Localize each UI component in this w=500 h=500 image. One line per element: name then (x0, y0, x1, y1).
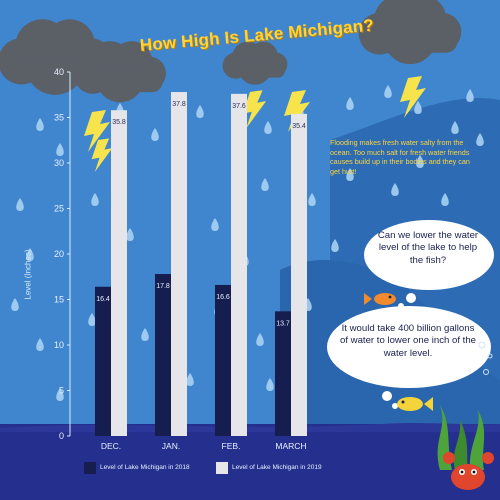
raindrop-icon (36, 338, 44, 351)
y-tick-label: 15 (54, 295, 64, 305)
y-tick-label: 35 (54, 113, 64, 123)
y-tick-label: 5 (59, 386, 64, 396)
legend-label-2018: Level of Lake Michigan in 2018 (100, 464, 190, 471)
y-tick-label: 0 (59, 431, 64, 441)
bar-2018 (275, 311, 291, 436)
data-label: 37.6 (232, 103, 246, 110)
raindrop-icon (384, 85, 392, 98)
data-label: 37.8 (172, 101, 186, 108)
data-label: 16.6 (216, 294, 230, 301)
raindrop-icon (414, 101, 422, 114)
bar-2018 (95, 287, 111, 436)
y-tick-label: 40 (54, 67, 64, 77)
bar-2018 (155, 274, 171, 436)
lightning-icon (92, 138, 113, 172)
raindrop-icon (346, 97, 354, 110)
data-label: 35.8 (112, 119, 126, 126)
legend-label-2019: Level of Lake Michigan in 2019 (232, 464, 322, 471)
raindrop-icon (56, 143, 64, 156)
raindrop-icon (466, 89, 474, 102)
legend-swatch-2018 (84, 462, 96, 474)
raindrop-icon (16, 198, 24, 211)
x-tick-label: MARCH (275, 441, 306, 451)
bar-2018 (215, 285, 231, 436)
bar-2019 (291, 114, 307, 436)
raindrop-icon (211, 218, 219, 231)
info-note: Flooding makes fresh water salty from th… (330, 138, 480, 176)
raindrop-icon (141, 328, 149, 341)
legend-swatch-2019 (216, 462, 228, 474)
data-label: 35.4 (292, 123, 306, 130)
clouds (0, 0, 461, 102)
y-tick-label: 20 (54, 249, 64, 259)
y-tick-label: 30 (54, 158, 64, 168)
raindrop-icon (308, 193, 316, 206)
raindrop-icon (261, 178, 269, 191)
raindrop-icon (36, 118, 44, 131)
raindrop-icon (186, 373, 194, 386)
x-tick-label: DEC. (101, 441, 121, 451)
y-axis-label: Level (Inches) (24, 245, 33, 305)
data-label: 16.4 (96, 296, 110, 303)
data-label: 13.7 (276, 320, 290, 327)
y-tick-label: 25 (54, 204, 64, 214)
ground-strip (0, 424, 500, 500)
raindrop-icon (264, 121, 272, 134)
bubble-question: Can we lower the water level of the lake… (372, 230, 484, 267)
y-tick-label: 10 (54, 340, 64, 350)
bubble-answer: It would take 400 billion gallons of wat… (338, 323, 478, 360)
bar-2019 (171, 92, 187, 436)
bar-2019 (111, 110, 127, 436)
raindrop-icon (88, 313, 96, 326)
raindrop-icon (256, 333, 264, 346)
x-tick-label: FEB. (222, 441, 241, 451)
bars: 16.4 35.8 17.8 37.8 16.6 37.6 13.7 35.4 (95, 92, 307, 436)
cloud-icon (223, 42, 288, 85)
raindrop-icon (11, 298, 19, 311)
raindrop-icon (196, 105, 204, 118)
bar-2019 (231, 94, 247, 436)
y-axis: 0 5 10 15 20 25 30 35 40 (54, 67, 70, 441)
x-tick-label: JAN. (162, 441, 180, 451)
raindrop-icon (151, 128, 159, 141)
raindrop-icon (91, 193, 99, 206)
raindrop-icon (266, 378, 274, 391)
raindrop-icon (126, 228, 134, 241)
data-label: 17.8 (156, 283, 170, 290)
